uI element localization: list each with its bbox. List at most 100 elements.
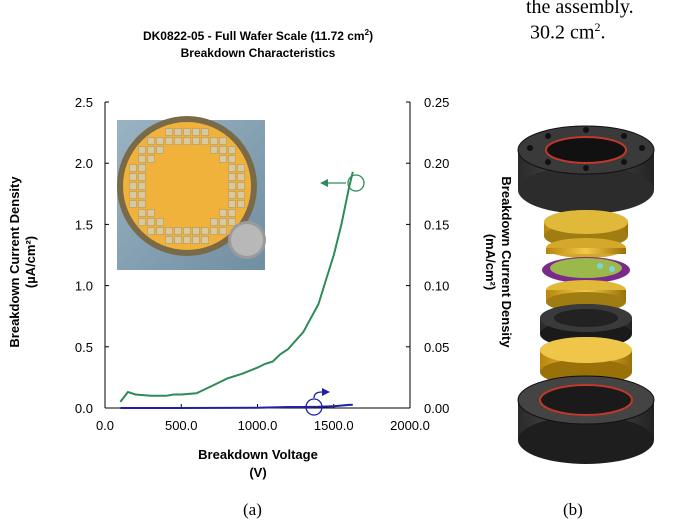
die-square — [237, 182, 245, 190]
exploded-assembly-render — [517, 125, 655, 464]
die-square — [138, 200, 146, 208]
green-series-line — [119, 171, 354, 403]
y-left-tick-label: 1.0 — [75, 279, 93, 294]
chart-title-line1: DK0822-05 - Full Wafer Scale (11.72 cm2) — [48, 28, 468, 43]
die-square — [138, 191, 146, 199]
die-square — [201, 227, 209, 235]
die-square — [237, 164, 245, 172]
die-square — [219, 146, 227, 154]
die-square — [138, 209, 146, 217]
y-left-tick-label: 2.5 — [75, 95, 93, 110]
caption-a: (a) — [243, 500, 262, 519]
die-square — [237, 191, 245, 199]
series-layer — [119, 171, 354, 409]
die-square — [129, 200, 137, 208]
x-axis-label-line1: Breakdown Voltage — [198, 447, 318, 462]
die-square — [228, 191, 236, 199]
die-square — [138, 155, 146, 163]
body-text-line2: 30.2 cm2. — [530, 20, 605, 45]
die-square — [138, 173, 146, 181]
x-tick-label: 1000.0 — [238, 418, 278, 433]
die-square — [183, 128, 191, 136]
y-left-tick-label: 2.0 — [75, 156, 93, 171]
die-square — [183, 227, 191, 235]
die-square — [237, 173, 245, 181]
chart-title-line2: Breakdown Characteristics — [180, 46, 336, 60]
die-square — [210, 227, 218, 235]
die-square — [138, 164, 146, 172]
die-square — [147, 137, 155, 145]
y-left-label-line1: Breakdown Current Density — [7, 176, 22, 348]
die-square — [129, 191, 137, 199]
die-square — [156, 227, 164, 235]
x-axis-label-line2: (V) — [249, 465, 267, 480]
die-square — [147, 209, 155, 217]
die-square — [228, 164, 236, 172]
wafer-photo — [117, 116, 266, 270]
die-square — [228, 182, 236, 190]
x-tick-label: 0.0 — [96, 418, 114, 433]
caption-b: (b) — [563, 500, 583, 519]
die-square — [174, 236, 182, 244]
die-square — [192, 227, 200, 235]
die-square — [192, 137, 200, 145]
die-square — [165, 137, 173, 145]
y-right-label-line1: Breakdown Current Density — [499, 176, 514, 348]
blue-series-line — [120, 403, 353, 409]
green-series-marker — [320, 174, 365, 192]
die-square — [129, 182, 137, 190]
die-square — [165, 128, 173, 136]
area-value: 30.2 cm — [530, 21, 595, 44]
y-right-tick-label: 0.25 — [424, 95, 449, 110]
area-end: . — [600, 21, 606, 44]
die-square — [228, 146, 236, 154]
blue-series-marker — [305, 388, 330, 416]
die-square — [201, 236, 209, 244]
y-left-tick-label: 0.5 — [75, 340, 93, 355]
x-tick-label: 2000.0 — [390, 418, 430, 433]
die-square — [210, 218, 218, 226]
die-square — [165, 236, 173, 244]
die-square — [228, 209, 236, 217]
die-square — [183, 236, 191, 244]
die-square — [192, 236, 200, 244]
y-right-tick-label: 0.05 — [424, 340, 449, 355]
die-square — [138, 218, 146, 226]
x-axis-label: Breakdown Voltage (V) — [158, 446, 358, 482]
die-square — [228, 218, 236, 226]
die-square — [138, 182, 146, 190]
die-square — [201, 137, 209, 145]
die-square — [219, 155, 227, 163]
die-square — [219, 227, 227, 235]
chart-title-text: DK0822-05 - Full Wafer Scale (11.72 cm — [142, 29, 365, 43]
die-square — [129, 173, 137, 181]
die-square — [156, 137, 164, 145]
body-text-line1: the assembly. — [526, 0, 634, 18]
die-square — [138, 146, 146, 154]
die-square — [219, 137, 227, 145]
x-tick-label: 500.0 — [165, 418, 198, 433]
die-square — [147, 227, 155, 235]
die-square — [210, 137, 218, 145]
die-square — [192, 128, 200, 136]
y-right-label: Breakdown Current Density (mA/cm²) — [482, 167, 514, 357]
die-square — [219, 209, 227, 217]
y-right-tick-label: 0.15 — [424, 217, 449, 232]
chart-title-end: ) — [369, 29, 374, 43]
y-left-tick-label: 0.0 — [75, 401, 93, 416]
die-square — [228, 200, 236, 208]
die-square — [165, 227, 173, 235]
die-squares — [129, 128, 245, 244]
die-square — [156, 146, 164, 154]
die-square — [228, 155, 236, 163]
y-right-tick-label: 0.20 — [424, 156, 449, 171]
die-square — [129, 164, 137, 172]
die-square — [228, 173, 236, 181]
chart-title-sup: 2 — [364, 28, 370, 37]
die-square — [174, 128, 182, 136]
y-right-tick-label: 0.00 — [424, 401, 449, 416]
x-tick-label: 1500.0 — [314, 418, 354, 433]
die-square — [147, 155, 155, 163]
y-right-label-line2: (mA/cm²) — [483, 233, 498, 291]
